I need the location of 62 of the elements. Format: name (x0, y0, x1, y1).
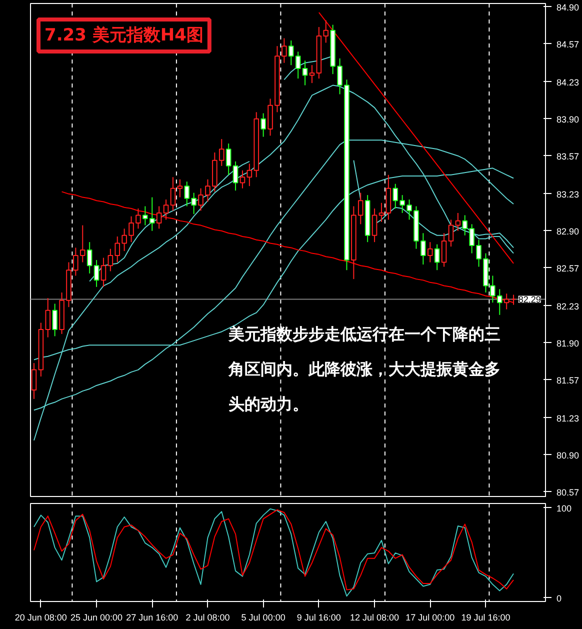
candlestick (260, 112, 266, 138)
x-tick-label: 19 Jul 16:00 (461, 612, 510, 622)
candlestick (288, 40, 294, 66)
candlestick (31, 362, 37, 400)
candlestick (100, 257, 106, 288)
candlestick (136, 208, 141, 230)
y-tick-label: 81.23 (556, 413, 580, 424)
candlestick (427, 242, 433, 263)
y-tick-label: 82.90 (556, 226, 580, 236)
y-tick-label: 81.90 (556, 338, 580, 348)
text: 7.23 美元指数H4图 (44, 26, 204, 46)
candlestick (455, 212, 461, 232)
candlestick (240, 170, 246, 189)
annotation: 美元指数步步走低运行在一个下降的三角区间内。此降彼涨，大大提振黄金多头的动力。 (228, 324, 500, 414)
y-tick-label: 0 (556, 593, 562, 604)
candlestick (198, 188, 204, 212)
x-tick-label: 9 Jul 16:00 (296, 612, 341, 622)
candlestick (226, 143, 232, 176)
candlestick (149, 196, 155, 232)
candlestick (86, 242, 92, 274)
candlestick (295, 51, 301, 80)
candlestick (163, 199, 169, 220)
y-tick-label: 84.90 (556, 2, 580, 12)
candlestick (184, 181, 190, 207)
y-tick-label: 82.23 (556, 301, 580, 312)
candlestick (177, 178, 183, 198)
y-tick-label: 100 (556, 503, 572, 514)
x-tick-label: 2 Jul 08:00 (186, 612, 230, 622)
x-tick-label: 17 Jul 00:00 (406, 612, 455, 622)
line-series (61, 191, 514, 304)
candlestick (441, 232, 447, 268)
y-tick-label: 83.57 (556, 151, 580, 162)
candlestick (232, 160, 238, 192)
y-tick-label: 80.57 (556, 487, 580, 498)
ref-line-label: 82.29 (518, 294, 541, 305)
x-tick-label: 12 Jul 08:00 (350, 612, 400, 622)
candlestick (191, 192, 196, 215)
candlestick (302, 60, 308, 86)
candlestick (142, 206, 148, 226)
candlestick (448, 219, 454, 248)
y-tick-label: 84.23 (556, 77, 580, 88)
x-tick-label: 5 Jul 00:00 (241, 612, 286, 622)
candlestick (434, 244, 440, 271)
line-series (318, 12, 514, 264)
candlestick (504, 293, 510, 310)
candlestick (372, 208, 378, 243)
y-tick-label: 80.90 (556, 450, 580, 460)
y-tick-label: 84.57 (556, 39, 580, 50)
y-tick-label: 83.23 (556, 189, 580, 200)
candlestick (94, 260, 100, 288)
x-tick-label: 25 Jun 00:00 (70, 612, 123, 622)
y-tick-label: 81.57 (556, 375, 580, 386)
candlestick (378, 202, 384, 222)
candlestick (170, 176, 176, 212)
y-tick-label: 82.57 (556, 263, 580, 274)
x-tick-label: 27 Jun 16:00 (126, 612, 178, 622)
candlestick (52, 303, 58, 337)
x-tick-label: 20 Jun 08:00 (14, 612, 67, 622)
candlestick (309, 64, 315, 84)
candlestick (156, 206, 162, 230)
candlestick (420, 232, 426, 265)
y-tick-label: 83.90 (556, 114, 580, 124)
